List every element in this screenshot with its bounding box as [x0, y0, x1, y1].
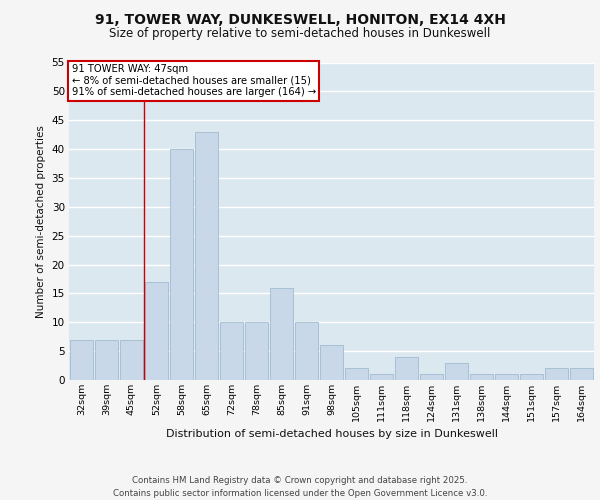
- Text: Size of property relative to semi-detached houses in Dunkeswell: Size of property relative to semi-detach…: [109, 28, 491, 40]
- Bar: [245, 322, 268, 380]
- Bar: [520, 374, 543, 380]
- Bar: [395, 357, 418, 380]
- Bar: [420, 374, 443, 380]
- Bar: [170, 149, 193, 380]
- Text: 91, TOWER WAY, DUNKESWELL, HONITON, EX14 4XH: 91, TOWER WAY, DUNKESWELL, HONITON, EX14…: [95, 12, 505, 26]
- Bar: [70, 340, 93, 380]
- Bar: [295, 322, 318, 380]
- Bar: [370, 374, 393, 380]
- Bar: [145, 282, 168, 380]
- Bar: [445, 362, 468, 380]
- Bar: [345, 368, 368, 380]
- Bar: [470, 374, 493, 380]
- Bar: [545, 368, 568, 380]
- Text: Contains HM Land Registry data © Crown copyright and database right 2025.
Contai: Contains HM Land Registry data © Crown c…: [113, 476, 487, 498]
- X-axis label: Distribution of semi-detached houses by size in Dunkeswell: Distribution of semi-detached houses by …: [166, 430, 497, 440]
- Bar: [495, 374, 518, 380]
- Bar: [570, 368, 593, 380]
- Y-axis label: Number of semi-detached properties: Number of semi-detached properties: [36, 125, 46, 318]
- Bar: [95, 340, 118, 380]
- Bar: [270, 288, 293, 380]
- Bar: [195, 132, 218, 380]
- Text: 91 TOWER WAY: 47sqm
← 8% of semi-detached houses are smaller (15)
91% of semi-de: 91 TOWER WAY: 47sqm ← 8% of semi-detache…: [71, 64, 316, 98]
- Bar: [220, 322, 243, 380]
- Bar: [320, 346, 343, 380]
- Bar: [120, 340, 143, 380]
